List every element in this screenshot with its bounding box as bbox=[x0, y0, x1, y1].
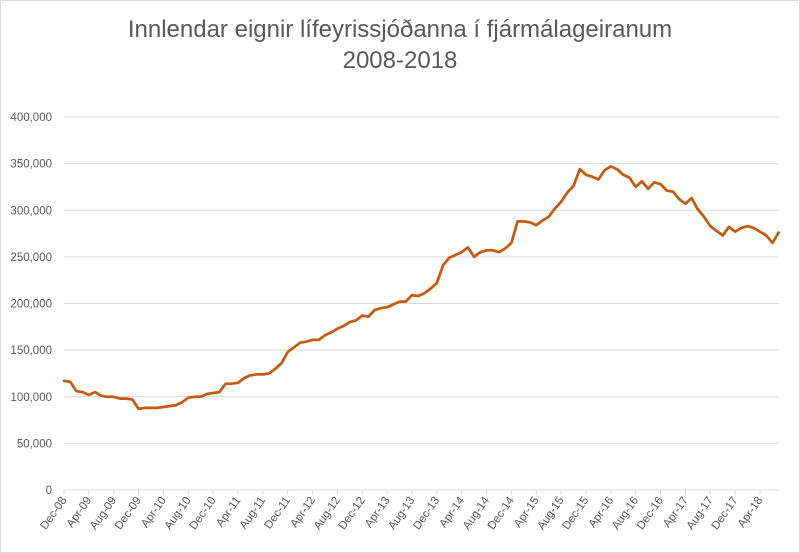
y-tick-label: 350,000 bbox=[10, 159, 52, 171]
y-tick-label: 150,000 bbox=[10, 345, 52, 357]
x-tick-label: Dec-08 bbox=[38, 495, 69, 532]
data-series bbox=[62, 165, 780, 411]
y-tick-label: 50,000 bbox=[17, 438, 52, 450]
y-tick-label: 300,000 bbox=[10, 205, 52, 217]
y-tick-label: 200,000 bbox=[10, 299, 52, 311]
x-tick-label: Dec-11 bbox=[263, 495, 294, 532]
y-axis: 0 50,000 100,000 150,000 200,000 250,000 300,0… bbox=[10, 112, 52, 497]
y-tick-label: 400,000 bbox=[10, 112, 52, 124]
x-tick-label: Dec-09 bbox=[113, 495, 144, 532]
x-axis: Dec-08Apr-09Aug-09Dec-09Apr-10Aug-10Dec-… bbox=[38, 490, 765, 532]
series-line bbox=[62, 165, 780, 411]
y-tick-label: 250,000 bbox=[10, 252, 52, 264]
x-tick-label: Apr-18 bbox=[736, 495, 766, 530]
x-tick-label: Dec-12 bbox=[337, 495, 368, 532]
x-tick-label: Dec-15 bbox=[560, 495, 591, 532]
chart-title-subtitle: 2008-2018 bbox=[342, 47, 458, 74]
chart-title-main: Innlendar eignir lífeyrissjóðanna í fjár… bbox=[127, 16, 673, 43]
gridlines bbox=[64, 116, 779, 491]
chart-title: Innlendar eignir lífeyrissjóðanna í fjár… bbox=[0, 14, 800, 76]
x-tick-label: Dec-17 bbox=[709, 495, 740, 532]
x-tick-label: Dec-13 bbox=[411, 495, 442, 532]
x-tick-label: Dec-16 bbox=[635, 495, 666, 532]
y-tick-label: 0 bbox=[46, 485, 52, 497]
x-tick-label: Dec-14 bbox=[486, 494, 517, 532]
x-tick-label: Dec-10 bbox=[187, 495, 218, 532]
y-tick-label: 100,000 bbox=[10, 392, 52, 404]
